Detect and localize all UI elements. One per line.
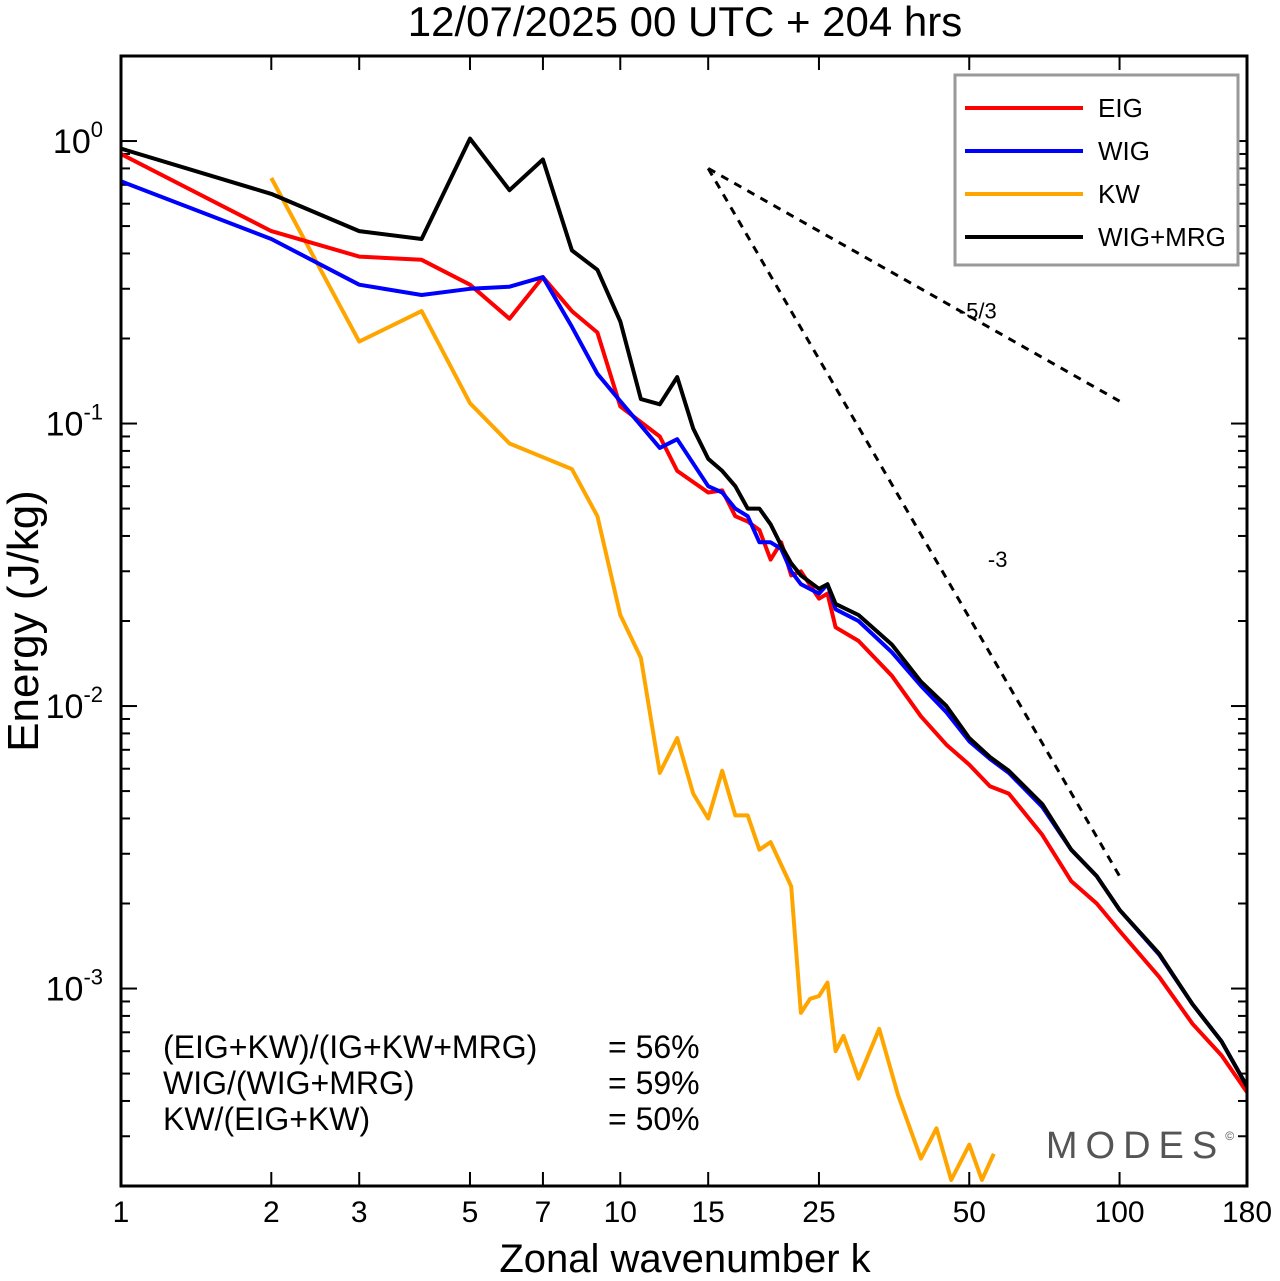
y-axis-label: Energy (J/kg) [0,490,48,752]
series-layer [121,136,1247,1182]
x-tick-label: 50 [953,1196,986,1229]
plot-frame [119,54,1249,1188]
x-tick-label: 7 [535,1196,552,1229]
reference-line-minus-3 [706,167,1121,877]
y-tick-label: 10-1 [46,400,103,444]
y-tick-label: 100 [53,117,103,161]
reference-line-label: -3 [988,547,1008,572]
reference-line-minus-5-3 [707,167,1121,403]
x-tick-label: 2 [263,1196,280,1229]
series-line-kw [269,177,996,1182]
reference-line-label: -5/3 [959,299,997,324]
y-tick-label: 10-2 [46,682,103,726]
legend-label: KW [1098,179,1140,209]
legend-label: WIG [1098,136,1150,166]
reference-slope-lines [706,167,1121,877]
x-tick-label: 10 [604,1196,637,1229]
legend-label: WIG+MRG [1098,222,1226,252]
series-line-eig [121,152,1247,1094]
y-tick-label: 10-3 [46,965,103,1009]
chart-title: 12/07/2025 00 UTC + 204 hrs [408,0,963,45]
annotation-label: (EIG+KW)/(IG+KW+MRG) [163,1029,537,1065]
annotation-value: = 59% [608,1065,700,1101]
x-tick-label: 100 [1095,1196,1145,1229]
x-tick-label: 3 [351,1196,368,1229]
x-tick-labels: 1 2 3 5 7 10 15 25 50 100 180 [113,1196,1272,1229]
reference-slope-labels: -5/3 -3 [959,299,1008,573]
y-tick-labels: 100 10-1 10-2 10-3 [46,117,103,1009]
annotation-label: KW/(EIG+KW) [163,1101,370,1137]
x-tick-label: 180 [1222,1196,1272,1229]
legend-label: EIG [1098,93,1143,123]
x-tick-label: 25 [802,1196,835,1229]
ratio-annotations: (EIG+KW)/(IG+KW+MRG) = 56% WIG/(WIG+MRG) = … [163,1029,700,1137]
annotation-value: = 56% [608,1029,700,1065]
annotation-value: = 50% [608,1101,700,1137]
x-tick-label: 15 [692,1196,725,1229]
x-axis-label: Zonal wavenumber k [499,1237,871,1281]
axis-ticks [120,55,1248,1187]
x-tick-label: 1 [113,1196,130,1229]
legend: EIG WIG KW WIG+MRG [953,73,1240,267]
series-line-wig-mrg [121,136,1247,1088]
modes-watermark: MODES© [1046,1125,1234,1167]
annotation-label: WIG/(WIG+MRG) [163,1065,415,1101]
x-tick-label: 5 [462,1196,479,1229]
